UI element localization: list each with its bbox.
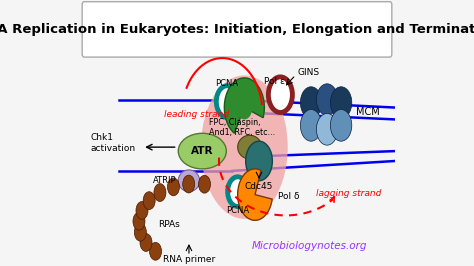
- Text: Microbiologynotes.org: Microbiologynotes.org: [251, 241, 367, 251]
- Circle shape: [216, 86, 237, 118]
- Circle shape: [246, 141, 273, 181]
- Circle shape: [199, 175, 210, 193]
- Wedge shape: [237, 169, 272, 220]
- Text: PCNA: PCNA: [226, 206, 249, 215]
- Circle shape: [149, 242, 162, 260]
- Circle shape: [317, 114, 338, 145]
- Ellipse shape: [201, 75, 288, 219]
- Circle shape: [330, 87, 352, 118]
- Text: Pol δ: Pol δ: [278, 192, 299, 201]
- Text: leading strand: leading strand: [164, 110, 229, 119]
- Text: ATR: ATR: [191, 146, 214, 156]
- Circle shape: [133, 212, 145, 230]
- Ellipse shape: [178, 170, 200, 192]
- Text: PCNA: PCNA: [215, 79, 238, 88]
- Circle shape: [143, 192, 155, 210]
- Text: lagging strand: lagging strand: [316, 189, 381, 198]
- Text: FPC, Claspin,
And1, RFC, etc...: FPC, Claspin, And1, RFC, etc...: [209, 118, 275, 137]
- Circle shape: [301, 87, 322, 118]
- Circle shape: [228, 177, 248, 206]
- Circle shape: [237, 96, 252, 119]
- Text: MCM: MCM: [356, 106, 380, 117]
- Circle shape: [154, 184, 166, 201]
- Circle shape: [268, 77, 292, 113]
- Circle shape: [301, 110, 322, 141]
- Text: RPAs: RPAs: [158, 220, 180, 229]
- Ellipse shape: [178, 133, 226, 169]
- Circle shape: [182, 175, 195, 193]
- Text: ATRIP: ATRIP: [153, 176, 177, 185]
- Text: Chk1
activation: Chk1 activation: [91, 134, 136, 153]
- Text: RNA primer: RNA primer: [163, 255, 215, 264]
- Text: DNA Replication in Eukaryotes: Initiation, Elongation and Termination: DNA Replication in Eukaryotes: Initiatio…: [0, 23, 474, 36]
- Circle shape: [140, 234, 152, 251]
- Text: Pol ε: Pol ε: [264, 77, 285, 86]
- Circle shape: [136, 202, 148, 219]
- Circle shape: [134, 223, 146, 241]
- Ellipse shape: [237, 135, 262, 159]
- Text: Cdc45: Cdc45: [245, 182, 273, 191]
- Text: GINS: GINS: [298, 68, 320, 77]
- Circle shape: [167, 178, 180, 196]
- FancyBboxPatch shape: [82, 2, 392, 57]
- Circle shape: [330, 110, 352, 141]
- Wedge shape: [224, 78, 264, 133]
- Circle shape: [317, 84, 338, 115]
